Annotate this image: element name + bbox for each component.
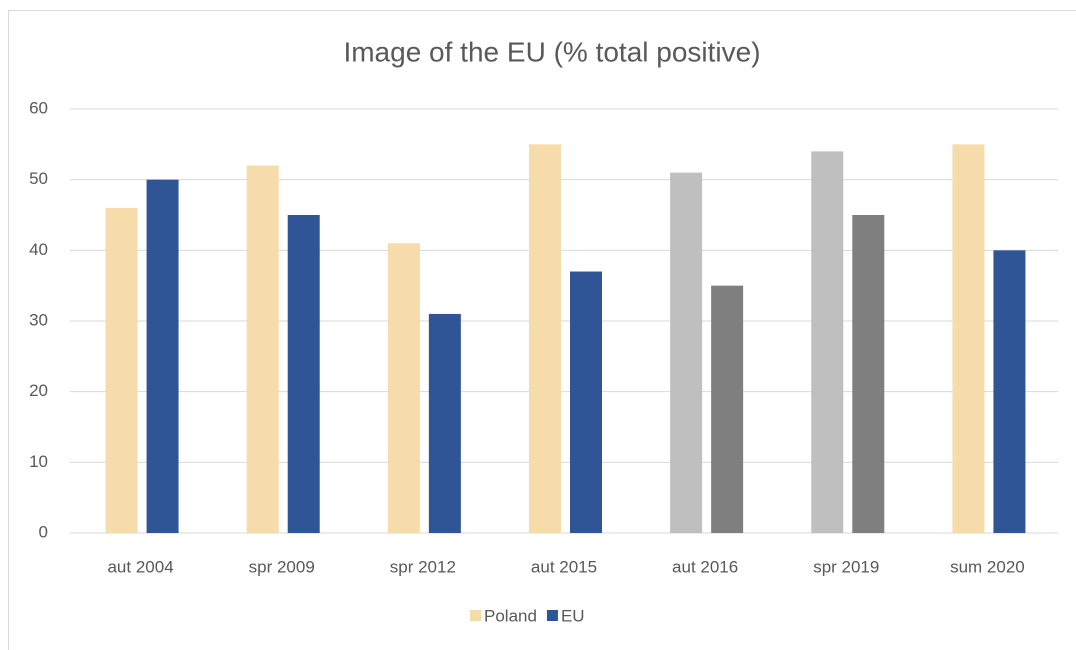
y-tick-label: 40 — [29, 240, 48, 259]
bar — [146, 179, 179, 533]
y-tick-label: 60 — [29, 98, 48, 117]
x-tick-label: spr 2012 — [390, 557, 456, 576]
bar — [711, 285, 744, 533]
bar — [246, 165, 279, 534]
chart-title: Image of the EU (% total positive) — [343, 36, 760, 67]
bar — [811, 151, 844, 533]
bar — [852, 215, 885, 533]
bar — [105, 207, 138, 533]
y-tick-label: 30 — [29, 310, 48, 329]
bar — [570, 271, 602, 533]
bar — [993, 250, 1026, 534]
bar — [287, 215, 320, 533]
x-tick-label: spr 2019 — [813, 557, 879, 576]
y-tick-label: 20 — [29, 381, 48, 400]
y-tick-label: 0 — [39, 522, 48, 541]
y-tick-label: 10 — [29, 452, 48, 471]
x-tick-label: aut 2016 — [672, 557, 738, 576]
legend-swatch — [470, 610, 481, 621]
bar — [670, 172, 703, 533]
x-tick-label: spr 2009 — [249, 557, 315, 576]
legend-swatch — [546, 610, 558, 621]
y-tick-label: 50 — [29, 169, 48, 188]
x-tick-label: aut 2015 — [531, 557, 597, 576]
x-tick-label: aut 2004 — [107, 557, 173, 576]
bar — [952, 144, 985, 534]
legend-label: Poland — [484, 606, 537, 625]
bar — [428, 313, 461, 533]
bar — [529, 144, 561, 534]
legend-label: EU — [561, 606, 585, 625]
bar — [387, 243, 420, 533]
x-tick-label: sum 2020 — [950, 557, 1025, 576]
